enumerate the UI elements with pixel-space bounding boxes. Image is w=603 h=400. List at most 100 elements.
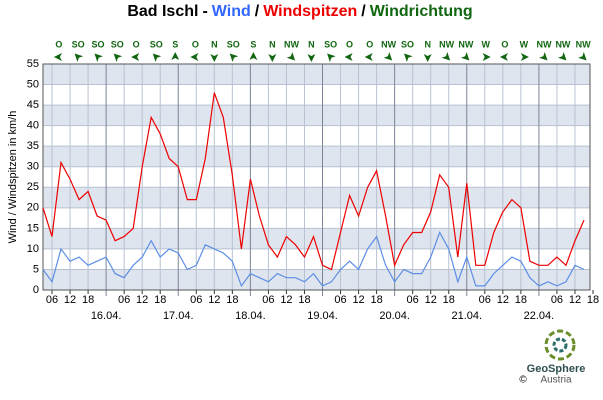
direction-arrow <box>53 53 62 61</box>
x-tick-label: 18 <box>370 294 382 306</box>
y-tick-label: 5 <box>33 263 39 275</box>
direction-label: NW <box>555 39 570 49</box>
direction-arrow <box>171 52 180 60</box>
direction-arrow <box>499 53 508 61</box>
direction-arrow <box>520 53 529 61</box>
y-tick-label: 10 <box>27 243 39 255</box>
x-tick-label: 06 <box>407 294 419 306</box>
direction-arrow <box>210 54 219 62</box>
direction-label: O <box>55 39 62 49</box>
x-tick-label: 06 <box>118 294 130 306</box>
band <box>43 105 590 126</box>
x-tick-label: 12 <box>497 294 509 306</box>
direction-label: N <box>211 39 218 49</box>
date-label: 18.04. <box>235 310 266 322</box>
date-label: 19.04. <box>307 310 338 322</box>
band <box>43 187 590 208</box>
direction-label: W <box>481 39 490 49</box>
direction-arrow <box>364 53 373 61</box>
direction-label: N <box>424 39 431 49</box>
date-label: 16.04. <box>91 310 122 322</box>
x-tick-label: 06 <box>334 294 346 306</box>
y-tick-label: 30 <box>27 161 39 173</box>
y-tick-label: 25 <box>27 181 39 193</box>
x-tick-label: 06 <box>479 294 491 306</box>
x-tick-label: 12 <box>352 294 364 306</box>
x-tick-label: 18 <box>298 294 310 306</box>
direction-label: NW <box>439 39 454 49</box>
direction-label: S <box>172 39 178 49</box>
x-tick-label: 18 <box>154 294 166 306</box>
band <box>43 64 590 85</box>
direction-label: SO <box>401 39 414 49</box>
direction-label: O <box>133 39 140 49</box>
title-part: Windspitzen <box>263 3 357 20</box>
x-tick-label: 06 <box>190 294 202 306</box>
x-tick-label: 12 <box>569 294 581 306</box>
date-label: 22.04. <box>524 310 555 322</box>
x-tick-label: 06 <box>262 294 274 306</box>
direction-arrow <box>307 54 316 62</box>
x-tick-label: 18 <box>226 294 238 306</box>
y-tick-label: 0 <box>33 284 39 296</box>
x-tick-label: 06 <box>551 294 563 306</box>
series-line <box>42 231 585 288</box>
date-label: 20.04. <box>379 310 410 322</box>
direction-arrow <box>482 53 491 61</box>
direction-label: N <box>269 39 276 49</box>
direction-label: O <box>346 39 353 49</box>
direction-arrow <box>268 54 277 62</box>
x-tick-label: 18 <box>587 294 599 306</box>
title-part: Wind <box>212 3 251 20</box>
direction-label: NW <box>576 39 591 49</box>
direction-label: SO <box>72 39 85 49</box>
x-tick-label: 12 <box>280 294 292 306</box>
series-line <box>42 92 585 271</box>
y-tick-label: 20 <box>27 202 39 214</box>
direction-label: S <box>250 39 256 49</box>
direction-label: N <box>308 39 315 49</box>
direction-arrow <box>190 53 199 61</box>
direction-label: O <box>366 39 373 49</box>
y-tick-label: 55 <box>27 58 39 70</box>
title-part: Windrichtung <box>370 3 473 20</box>
logo: GeoSphere Austria © <box>519 329 586 386</box>
y-tick-label: 45 <box>27 99 39 111</box>
direction-label: SO <box>111 39 124 49</box>
y-tick-label: 35 <box>27 140 39 152</box>
y-tick-label: 15 <box>27 222 39 234</box>
copyright: © <box>519 375 527 386</box>
direction-label: NW <box>381 39 396 49</box>
x-tick-label: 06 <box>46 294 58 306</box>
band <box>43 228 590 249</box>
date-label: 21.04. <box>451 310 482 322</box>
band <box>43 269 590 290</box>
chart-title: Bad Ischl - Wind / Windspitzen / Windrichtung <box>127 3 472 20</box>
y-tick-label: 50 <box>27 78 39 90</box>
y-tick-label: 40 <box>27 120 39 132</box>
direction-label: NW <box>458 39 473 49</box>
direction-label: O <box>192 39 199 49</box>
plot-frame <box>42 63 591 291</box>
y-axis-label: Wind / Windspitzen in km/h <box>7 111 19 244</box>
direction-label: NW <box>284 39 299 49</box>
x-tick-label: 18 <box>515 294 527 306</box>
direction-label: SO <box>91 39 104 49</box>
title-part: Bad Ischl <box>127 3 198 20</box>
logo-name: GeoSphere <box>527 363 586 375</box>
x-tick-label: 12 <box>136 294 148 306</box>
title-part: / <box>255 3 260 20</box>
direction-label: O <box>501 39 508 49</box>
x-tick-label: 12 <box>64 294 76 306</box>
direction-label: SO <box>324 39 337 49</box>
direction-arrow <box>249 52 258 60</box>
date-label: 17.04. <box>163 310 194 322</box>
direction-label: SO <box>227 39 240 49</box>
title-part: / <box>361 3 366 20</box>
x-tick-label: 12 <box>425 294 437 306</box>
x-tick-label: 18 <box>443 294 455 306</box>
direction-label: W <box>520 39 529 49</box>
logo-icon <box>544 329 576 361</box>
logo-icon <box>552 337 568 353</box>
